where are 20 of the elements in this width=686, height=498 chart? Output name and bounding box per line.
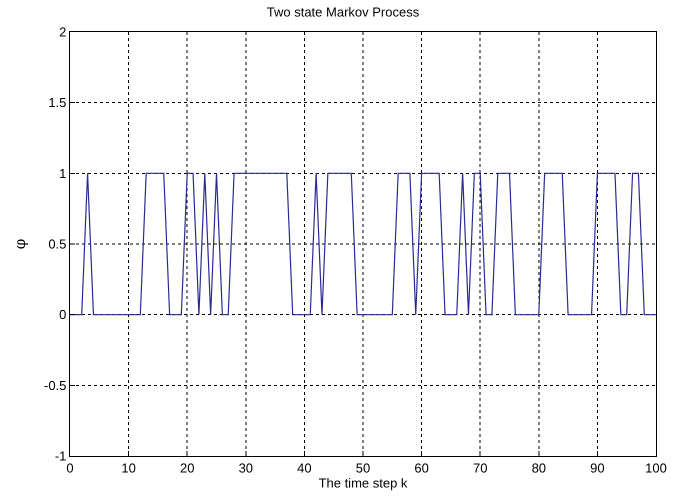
- y-axis-title: φ: [11, 238, 30, 250]
- y-tick-label: 1: [59, 166, 66, 181]
- y-tick-label: -1: [54, 448, 66, 464]
- x-tick-label: 40: [297, 460, 312, 476]
- y-tick-label: -0.5: [44, 378, 66, 393]
- x-tick-label: 100: [645, 460, 667, 476]
- y-tick-label: 0.5: [48, 236, 66, 252]
- x-tick-label: 80: [532, 460, 546, 476]
- x-tick-label: 30: [238, 460, 254, 476]
- chart-title: Two state Markov Process: [266, 4, 420, 20]
- y-tick-label: 0: [59, 307, 66, 322]
- x-tick-label: 10: [121, 460, 136, 476]
- x-tick-label: 90: [590, 460, 605, 476]
- x-tick-label: 20: [180, 460, 194, 476]
- x-tick-label: 60: [414, 460, 429, 476]
- x-tick-label: 70: [472, 460, 488, 476]
- x-axis-title: The time step k: [318, 476, 408, 491]
- x-tick-label: 50: [356, 460, 370, 476]
- y-tick-label: 2: [59, 24, 66, 40]
- y-tick-label: 1.5: [48, 95, 66, 110]
